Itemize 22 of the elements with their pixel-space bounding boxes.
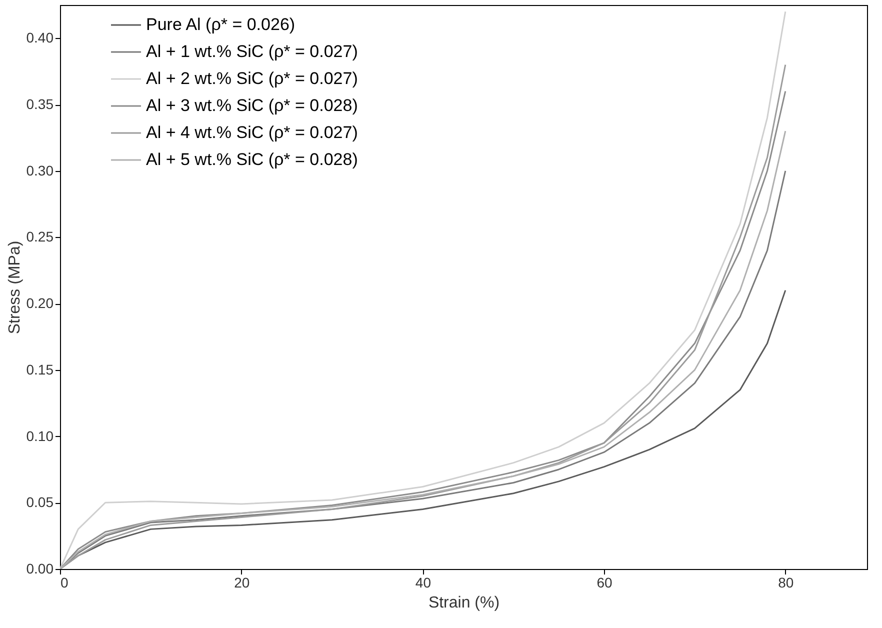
legend-label: Al + 2 wt.% SiC (ρ* = 0.027) bbox=[146, 69, 358, 88]
x-tick-label: 0 bbox=[60, 574, 68, 590]
legend-label: Al + 4 wt.% SiC (ρ* = 0.027) bbox=[146, 123, 358, 142]
y-axis-title: Stress (MPa) bbox=[6, 240, 24, 334]
y-tick-label: 0.35 bbox=[26, 96, 54, 112]
x-tick-label: 60 bbox=[596, 574, 613, 590]
y-tick-label: 0.05 bbox=[26, 494, 54, 510]
legend-label: Al + 1 wt.% SiC (ρ* = 0.027) bbox=[146, 42, 358, 61]
x-tick-label: 80 bbox=[778, 574, 794, 590]
legend-label: Pure Al (ρ* = 0.026) bbox=[146, 15, 296, 34]
y-tick-label: 0.15 bbox=[26, 361, 54, 378]
y-tick-label: 0.10 bbox=[26, 428, 54, 444]
legend-label: Al + 3 wt.% SiC (ρ* = 0.028) bbox=[146, 96, 358, 115]
x-axis-title: Strain (%) bbox=[428, 594, 500, 612]
x-tick-label: 40 bbox=[415, 574, 432, 590]
y-tick-label: 0.40 bbox=[26, 30, 54, 46]
y-tick-label: 0.30 bbox=[26, 162, 54, 178]
x-tick-label: 20 bbox=[234, 574, 250, 590]
y-tick-label: 0.20 bbox=[26, 295, 54, 312]
y-tick-label: 0.00 bbox=[26, 560, 54, 576]
legend-label: Al + 5 wt.% SiC (ρ* = 0.028) bbox=[146, 150, 358, 169]
y-tick-label: 0.25 bbox=[26, 228, 54, 245]
